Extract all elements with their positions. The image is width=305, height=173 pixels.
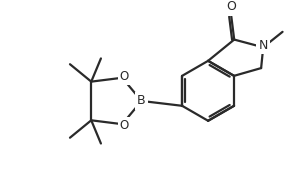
Text: O: O <box>120 70 129 83</box>
Text: O: O <box>226 0 236 13</box>
Text: N: N <box>259 39 268 52</box>
Text: O: O <box>120 119 129 132</box>
Text: B: B <box>137 94 146 107</box>
